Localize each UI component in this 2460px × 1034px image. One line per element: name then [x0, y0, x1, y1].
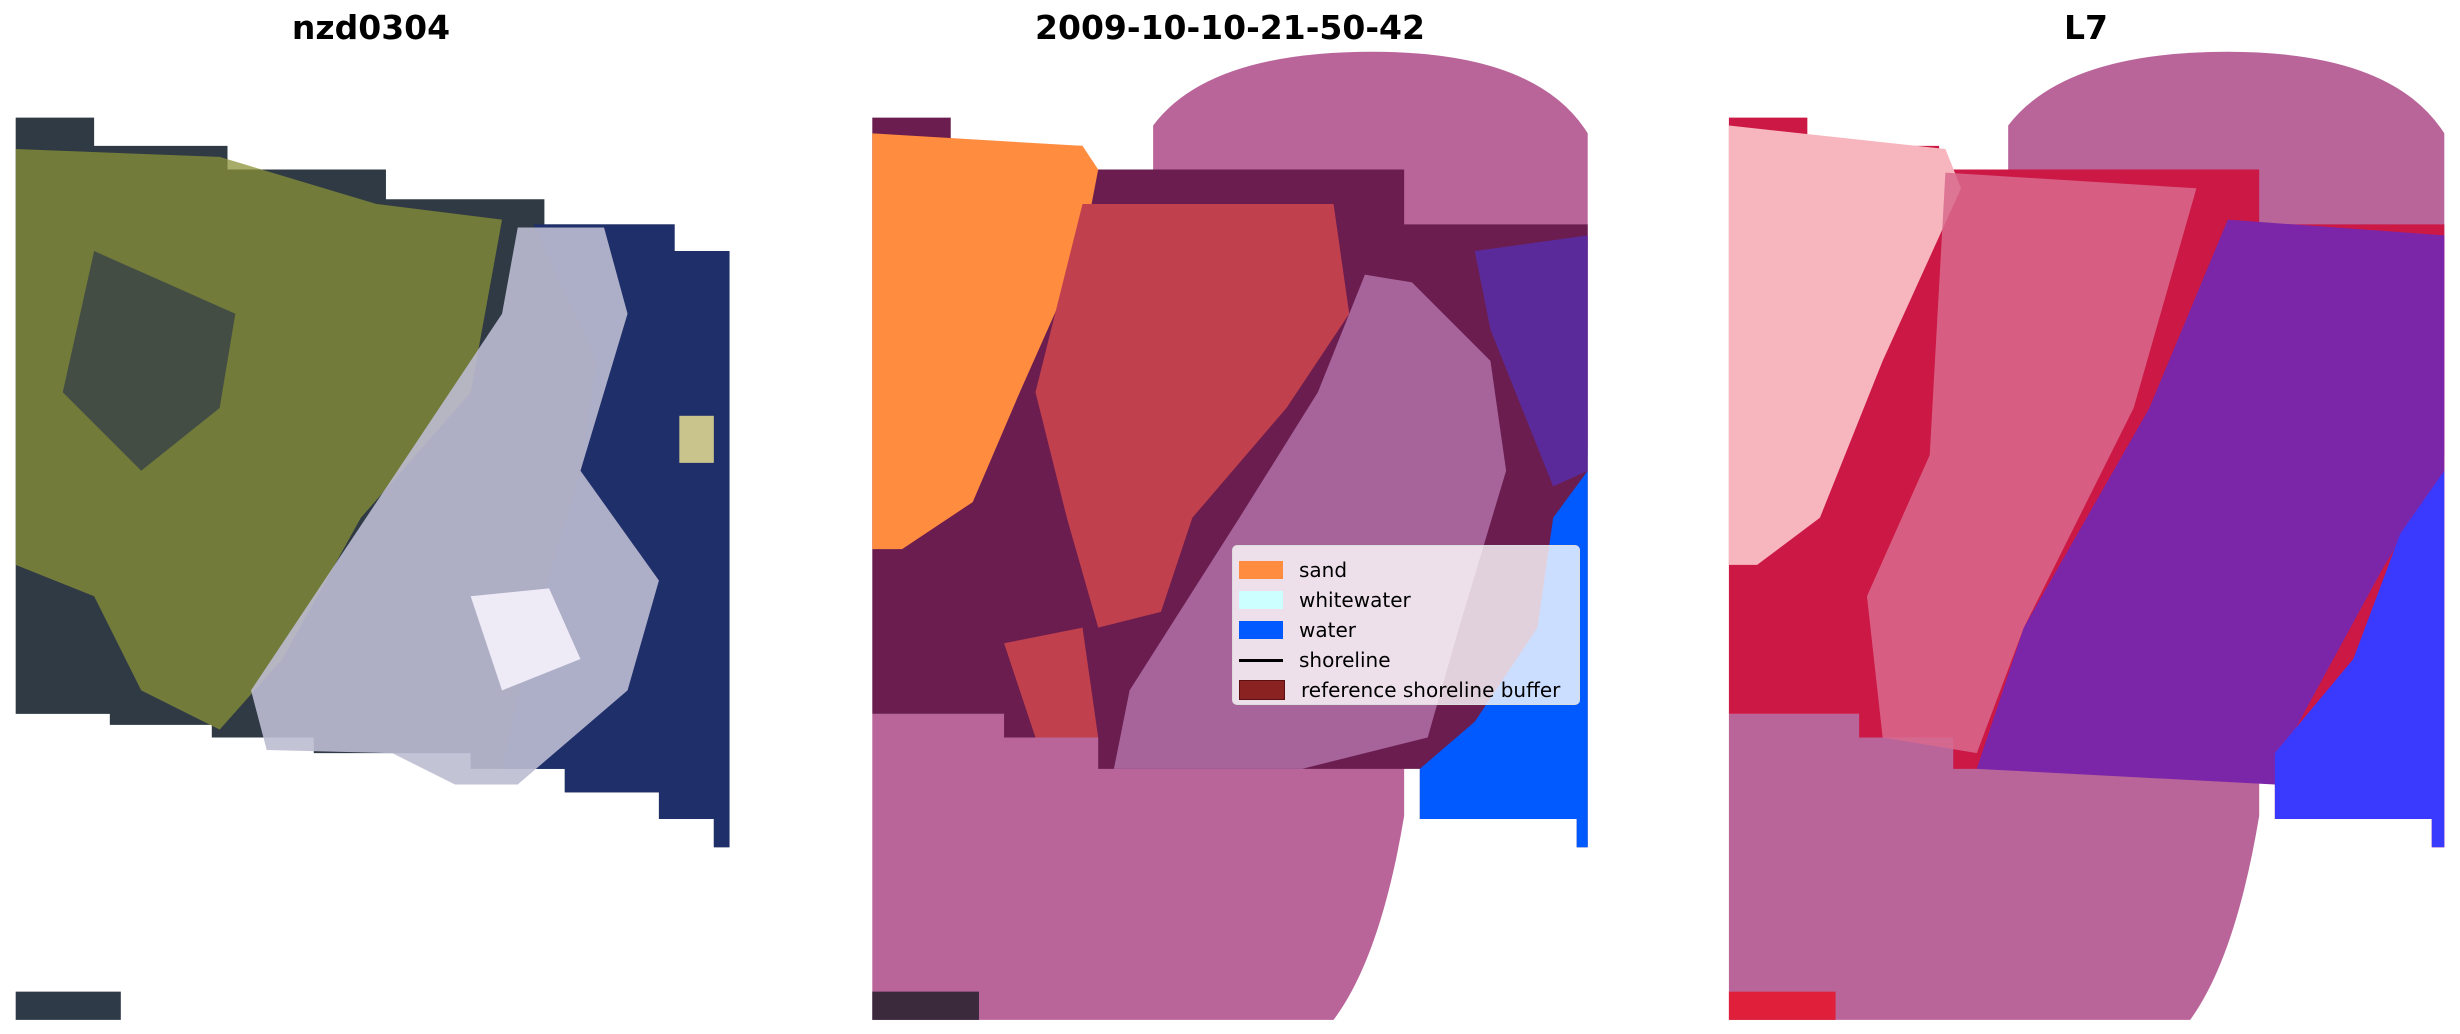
sand-region [872, 133, 1099, 550]
legend-label: shoreline [1299, 648, 1391, 672]
index-corner-patch [1728, 991, 1836, 1020]
reference-buffer-swatch [1239, 680, 1285, 700]
water-swatch [1239, 621, 1283, 639]
index-purple-region [1976, 219, 2445, 785]
purple-region [1474, 235, 1588, 487]
classified-panel [872, 51, 1588, 1020]
legend-label: whitewater [1299, 588, 1411, 612]
legend-item-reference-buffer: reference shoreline buffer [1239, 676, 1560, 704]
rgb-bright-surf [470, 588, 581, 691]
reference-buffer-region-2 [1004, 627, 1099, 738]
index-blue-region [2274, 470, 2445, 848]
buffer-mask-bottom [872, 713, 1405, 1020]
legend-item-whitewater: whitewater [1239, 586, 1411, 614]
panel-title-rgb: nzd0304 [291, 8, 451, 47]
whitewater-swatch [1239, 591, 1283, 609]
panel-title-index: L7 [2064, 8, 2108, 47]
classified-corner-patch [872, 991, 979, 1020]
legend-label: sand [1299, 558, 1348, 582]
legend-label: water [1299, 618, 1356, 642]
legend-label: reference shoreline buffer [1301, 678, 1561, 702]
rgb-corner-patch [15, 991, 121, 1020]
index-buffer-mask-bottom [1728, 713, 2260, 1020]
legend-item-shoreline: shoreline [1239, 646, 1391, 674]
legend-item-sand: sand [1239, 556, 1347, 584]
rgb-bright-spot [679, 415, 714, 463]
legend-item-water: water [1239, 616, 1356, 644]
rgb-image-panel [15, 117, 730, 1020]
shoreline-line-icon [1239, 658, 1283, 662]
sand-swatch [1239, 561, 1283, 579]
water-region [1419, 470, 1588, 848]
legend: sand whitewater water shoreline referenc… [1232, 545, 1580, 705]
rgb-dark-patches [62, 251, 236, 471]
index-mid-region [1866, 172, 2197, 754]
index-panel [1728, 51, 2445, 1020]
panel-title-classified: 2009-10-10-21-50-42 [1035, 8, 1425, 47]
reference-buffer-region [1035, 203, 1350, 628]
index-light-land [1728, 125, 1962, 565]
